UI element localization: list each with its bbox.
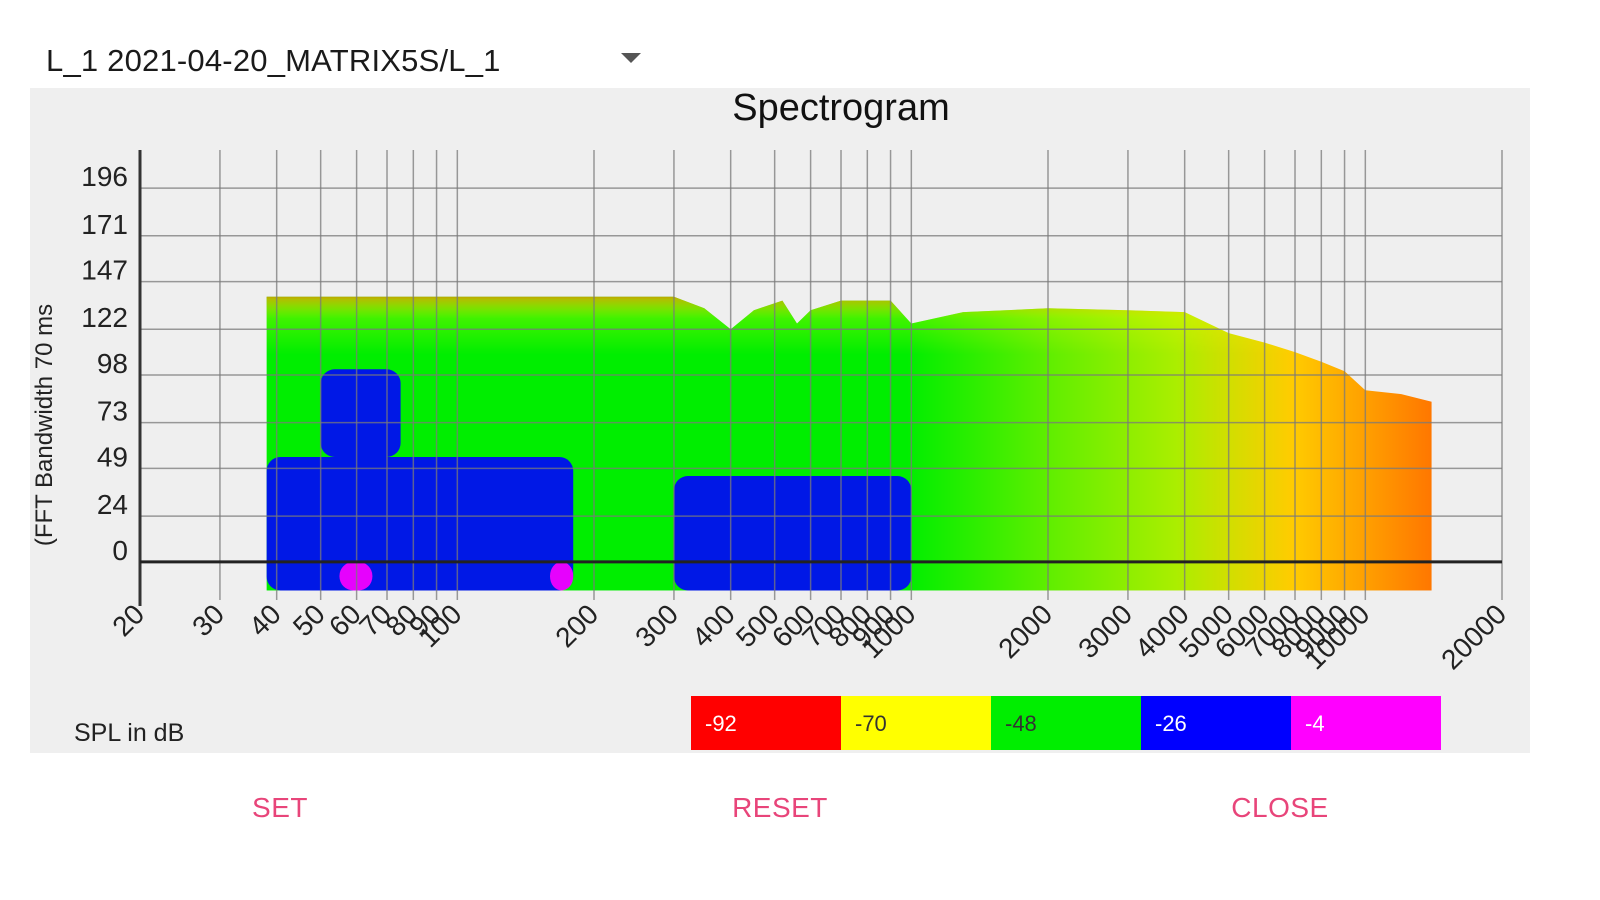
x-tick-label: 2000 [992,598,1058,664]
y-tick-label: 98 [97,348,128,379]
y-tick-label: 171 [81,209,128,240]
x-tick-label: 300 [629,598,684,653]
measurement-dropdown[interactable]: L_1 2021-04-20_MATRIX5S/L_1 [46,38,646,84]
legend-label: -48 [1005,711,1037,736]
low-level-region [320,369,401,457]
set-button[interactable]: SET [252,792,308,823]
chart-title: Spectrogram [732,88,950,129]
y-tick-label: 0 [112,535,128,566]
x-tick-label: 3000 [1072,598,1138,664]
y-tick-label: 122 [81,302,128,333]
legend-swatch [1291,696,1441,750]
spectrum-area [266,296,1432,591]
x-tick-label: 40 [243,598,287,642]
legend-swatch [841,696,991,750]
x-tick-label: 20000 [1435,598,1512,675]
y-tick-label: 147 [81,255,128,286]
y-tick-label: 73 [97,396,128,427]
x-tick-label: 30 [186,598,230,642]
chart-panel: Spectrogram 0 24 49 73 98 122 147 171 196 20 30 40 50… [30,88,1530,753]
legend-title: SPL in dB [74,719,184,747]
legend-label: -92 [705,711,737,736]
legend-label: -4 [1305,711,1325,736]
low-level-region [266,456,574,591]
low-level-region [550,561,574,591]
legend-label: -26 [1155,711,1187,736]
legend-label: -70 [855,711,887,736]
y-tick-label: 196 [81,161,128,192]
x-tick-label: 20 [106,598,150,642]
legend-swatch [991,696,1141,750]
chevron-down-icon[interactable] [621,53,641,63]
legend-swatch [1141,696,1291,750]
y-tick-label: 49 [97,441,128,472]
x-tick-label: 400 [686,598,741,653]
low-level-region [673,476,912,591]
y-tick-label: 24 [97,489,128,520]
x-tick-label: 200 [549,598,604,653]
close-button[interactable]: CLOSE [1231,792,1329,823]
legend-swatch [691,696,841,750]
reset-button[interactable]: RESET [732,792,828,823]
measurement-dropdown-value: L_1 2021-04-20_MATRIX5S/L_1 [46,43,501,78]
y-axis-label: (FFT Bandwidth 70 ms [31,304,58,546]
